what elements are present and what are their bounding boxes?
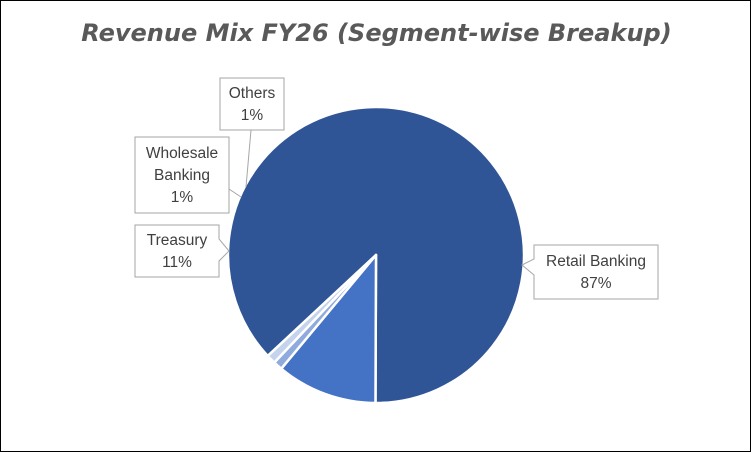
pie-slice-others [266, 253, 378, 364]
data-label-value: 1% [171, 189, 194, 206]
leader-line-others [245, 129, 252, 188]
data-label-category: Wholesale [146, 145, 218, 162]
data-label-value: 11% [162, 254, 192, 271]
callout-others: Others 1% [219, 77, 285, 131]
callout-retail-banking: Retail Banking 87% [521, 244, 659, 300]
callout-box [521, 244, 659, 300]
data-label-value: 87% [580, 275, 611, 292]
data-label-category: Banking [154, 167, 210, 184]
callout-box [219, 77, 285, 131]
callout-wholesale-banking: Wholesale Banking 1% [134, 136, 230, 214]
callout-box [134, 136, 230, 214]
data-label-category: Others [229, 85, 276, 102]
callout-treasury: Treasury 11% [134, 224, 230, 278]
pie-slice-treasury [280, 253, 378, 405]
data-label-category: Retail Banking [546, 253, 646, 270]
data-label-category: Treasury [147, 232, 208, 249]
chart-title: Revenue Mix FY26 (Segment-wise Breakup) [81, 19, 672, 47]
data-label-value: 1% [241, 107, 264, 124]
leader-line-wholesale-banking [228, 188, 242, 198]
callout-box [134, 224, 230, 278]
